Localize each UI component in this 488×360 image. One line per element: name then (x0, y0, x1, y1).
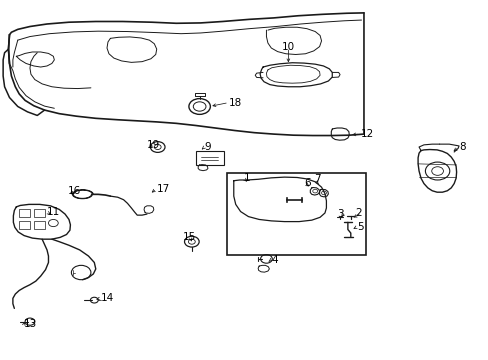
Text: 10: 10 (281, 42, 294, 52)
Text: 7: 7 (314, 174, 320, 184)
Bar (34, 210, 44, 217)
Text: 4: 4 (271, 255, 277, 265)
Bar (34, 221, 44, 229)
Text: 13: 13 (24, 319, 37, 329)
Text: 19: 19 (147, 140, 160, 150)
Text: 11: 11 (47, 207, 60, 217)
Text: 15: 15 (183, 232, 196, 242)
Text: 8: 8 (458, 142, 465, 152)
Text: 14: 14 (101, 293, 114, 303)
Text: 2: 2 (354, 208, 361, 219)
Text: 3: 3 (336, 209, 343, 219)
Bar (19, 210, 30, 217)
Text: 18: 18 (228, 98, 242, 108)
Bar (19, 221, 30, 229)
Text: 1: 1 (243, 173, 250, 183)
Text: 5: 5 (357, 222, 364, 231)
Bar (227, 173, 366, 255)
Bar (195, 151, 224, 165)
Text: 16: 16 (68, 186, 81, 197)
Text: 6: 6 (304, 178, 310, 188)
Text: 12: 12 (360, 129, 373, 139)
Text: 17: 17 (157, 184, 170, 194)
Text: 9: 9 (204, 142, 211, 152)
